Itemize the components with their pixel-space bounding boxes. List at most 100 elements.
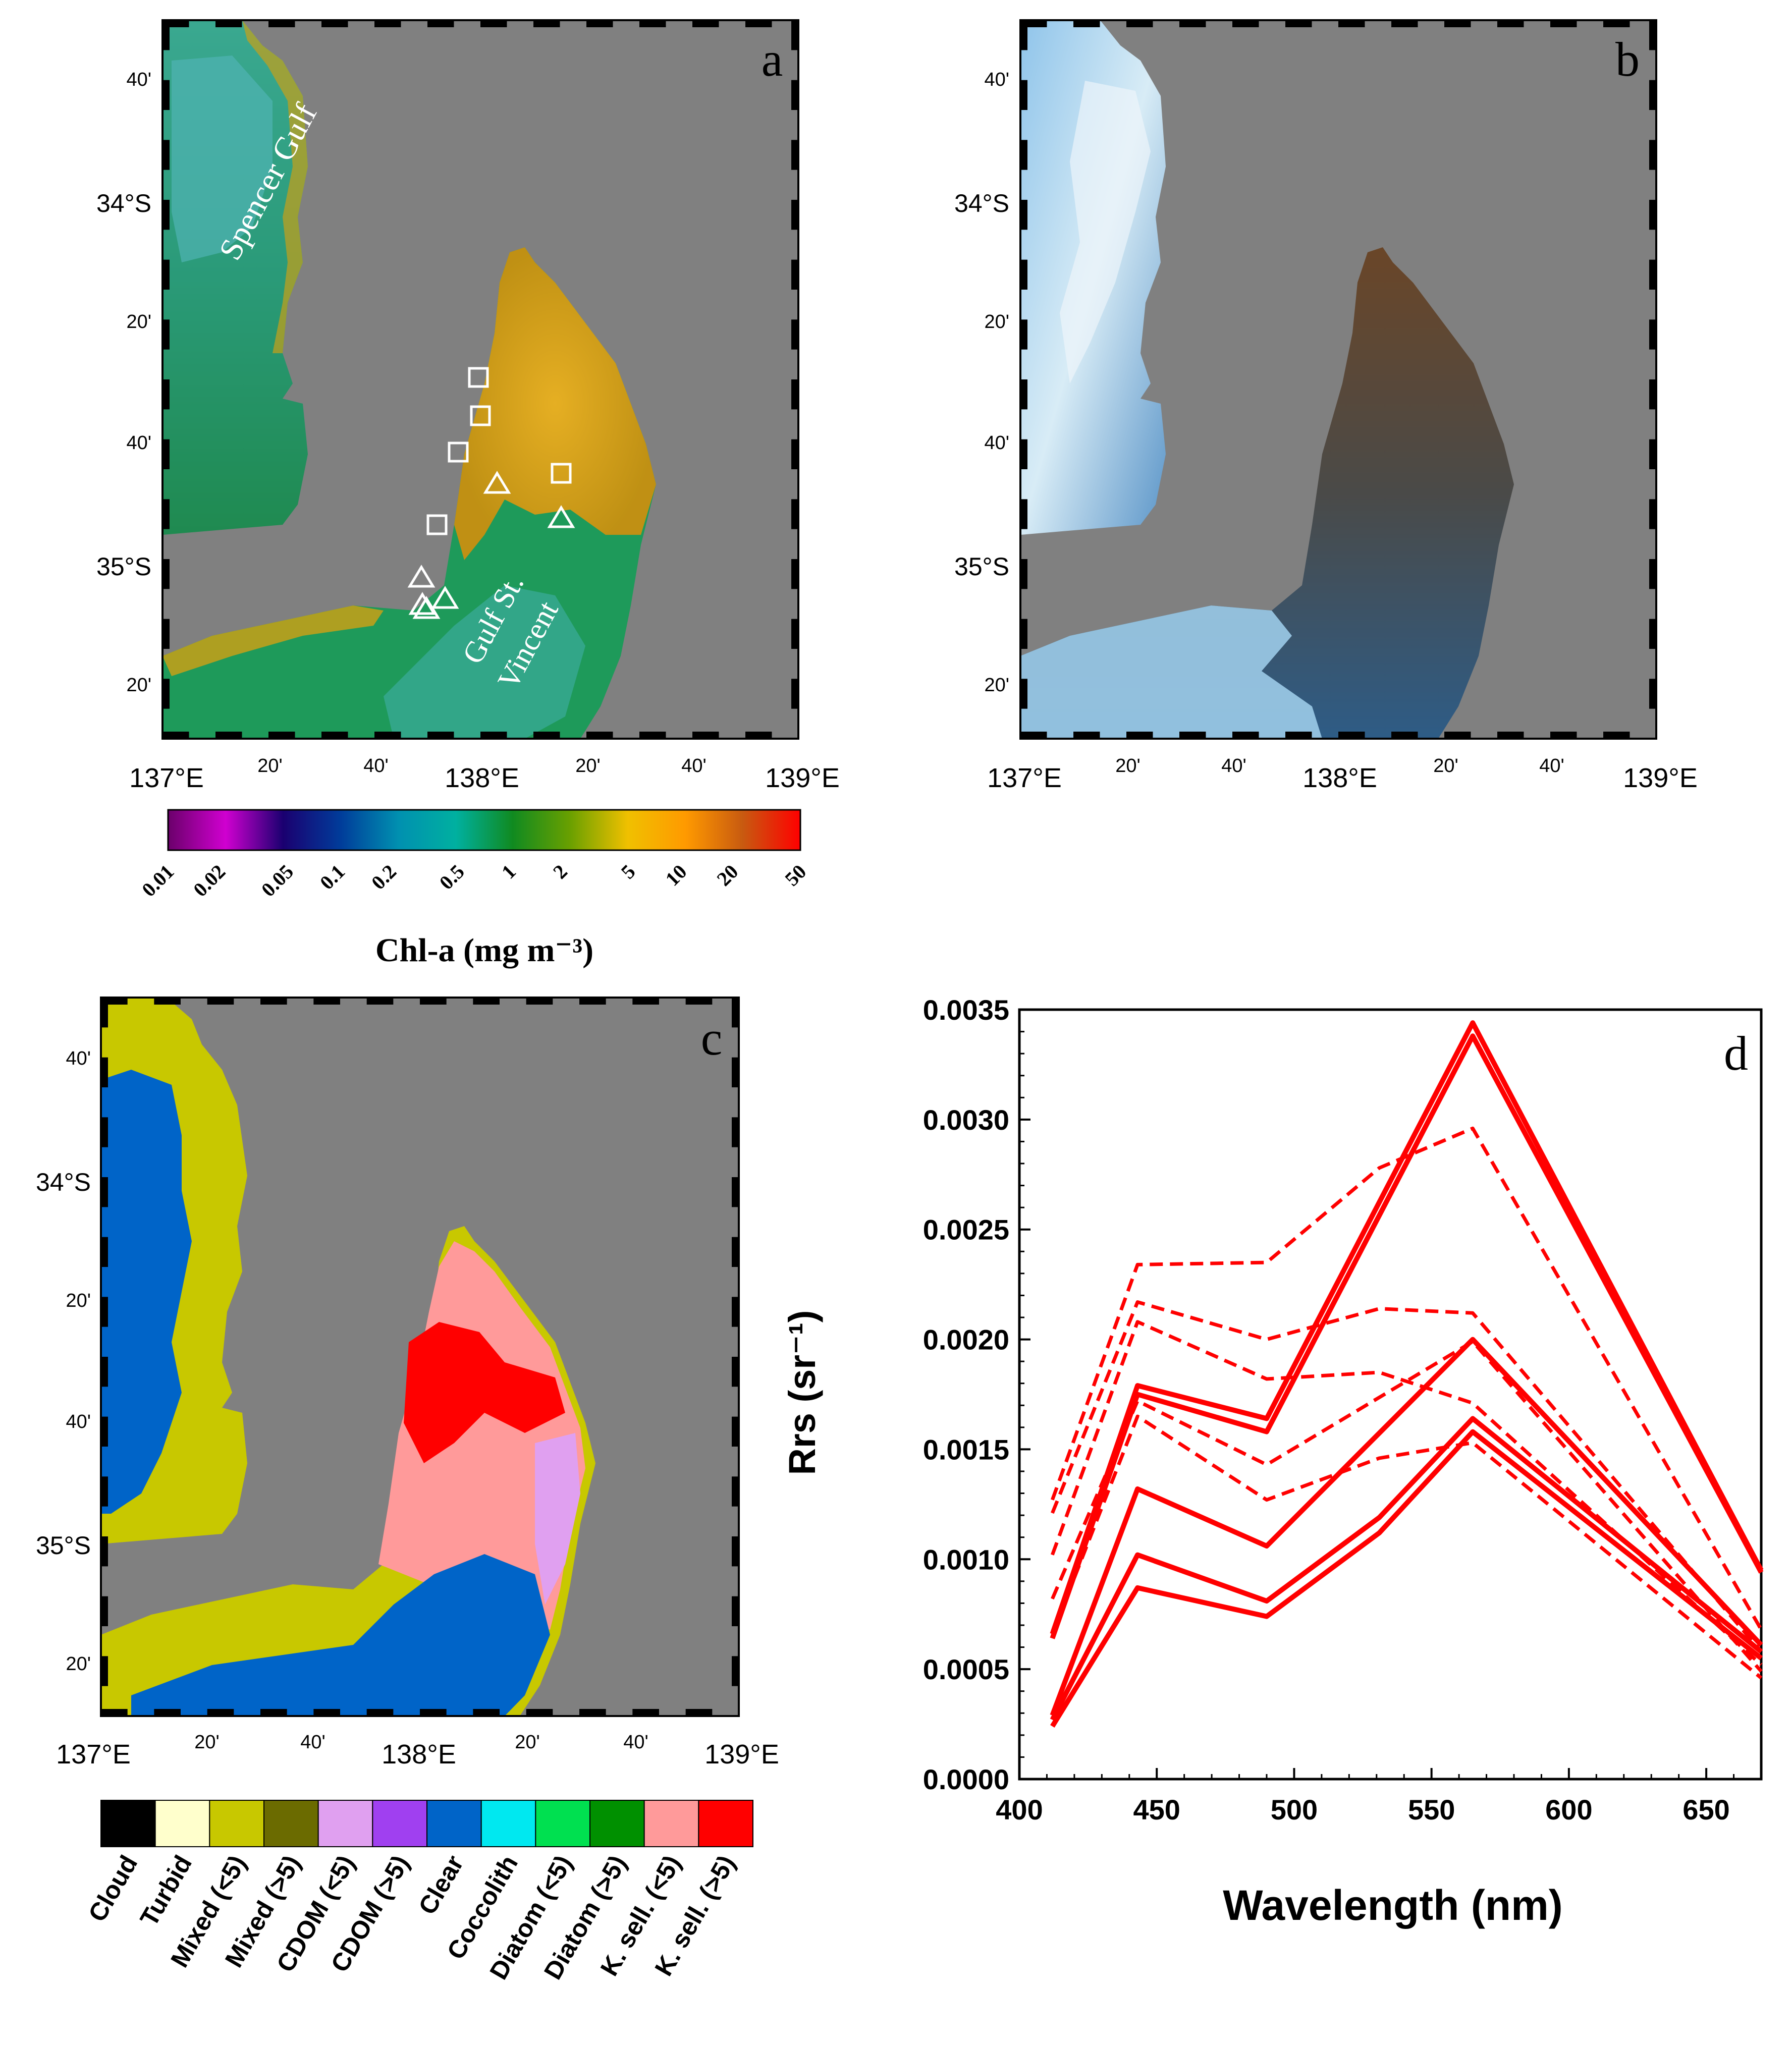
frame-tick <box>420 998 447 1005</box>
frame-tick <box>1020 499 1027 529</box>
frame-tick <box>745 732 772 739</box>
frame-tick <box>473 998 500 1005</box>
colorbar-tick-label: 10 <box>661 860 691 891</box>
frame-tick <box>162 439 170 469</box>
frame-tick <box>1285 20 1312 27</box>
frame-tick <box>1020 439 1027 469</box>
frame-tick <box>313 1709 340 1716</box>
station-triangle <box>547 505 575 528</box>
frame-tick <box>1020 259 1027 290</box>
frame-tick <box>162 20 170 50</box>
lon-tick-label: 138°E <box>1302 763 1377 793</box>
frame-tick <box>732 1416 739 1447</box>
vincent-central <box>384 585 585 739</box>
frame-tick <box>791 200 798 230</box>
lon-tick-label: 138°E <box>382 1739 456 1770</box>
frame-tick <box>374 20 401 27</box>
frame-tick <box>1126 20 1153 27</box>
frame-tick <box>162 679 170 709</box>
lat-tick-label: 40' <box>984 69 1009 90</box>
frame-tick <box>260 998 287 1005</box>
frame-tick <box>732 1476 739 1507</box>
series-line-dashed-3 <box>1051 1320 1763 1666</box>
legend-swatch <box>263 1800 319 1847</box>
lat-tick-label: 40' <box>66 1048 91 1069</box>
frame-tick <box>101 998 108 1028</box>
legend-swatch <box>426 1800 482 1847</box>
map-frame-ticks <box>101 998 739 1716</box>
frame-tick <box>586 732 613 739</box>
panel-label-c: c <box>701 1011 723 1065</box>
station-triangle <box>407 565 436 588</box>
colorbar-tick-label: 0.2 <box>367 860 401 894</box>
frame-tick <box>101 1476 108 1507</box>
colorbar-tick-label: 2 <box>549 860 572 883</box>
frame-tick <box>101 1709 128 1716</box>
vincent-kselH <box>404 1322 565 1463</box>
frame-tick <box>1020 20 1027 50</box>
frame-tick <box>1020 732 1047 739</box>
lon-tick-label: 40' <box>300 1732 325 1753</box>
strait-water <box>1020 605 1322 739</box>
frame-tick <box>101 1237 108 1267</box>
x-tick-label: 650 <box>1682 1794 1729 1826</box>
frame-tick <box>313 998 340 1005</box>
frame-tick <box>791 439 798 469</box>
lat-tick-label: 20' <box>126 311 151 333</box>
frame-tick <box>321 20 348 27</box>
series-line-solid-2 <box>1050 1033 1764 1639</box>
series-line-solid-3 <box>1050 1337 1763 1717</box>
frame-tick <box>1649 499 1656 529</box>
coastal-chl-band <box>162 605 384 676</box>
lat-tick-label: 40' <box>984 432 1009 454</box>
frame-tick <box>1649 140 1656 170</box>
frame-tick <box>101 1536 108 1567</box>
y-tick-label: 0.0025 <box>923 1214 1009 1246</box>
lat-axis-b: 40' 34°S 20' 40' 35°S 20' <box>954 69 1009 696</box>
spencer-central <box>172 56 273 262</box>
frame-tick <box>1179 732 1206 739</box>
panel-b-truecolor-map: b 40' 34°S 20' 40' 35°S 20' 137°E 20' 40… <box>954 19 1698 793</box>
legend-swatch <box>154 1800 210 1847</box>
frame-tick <box>1338 20 1365 27</box>
lat-tick-label: 20' <box>66 1653 91 1675</box>
map-frame-ticks <box>162 20 798 739</box>
y-tick-label: 0.0020 <box>923 1324 1009 1356</box>
frame-tick <box>101 1596 108 1626</box>
frame-tick <box>1649 319 1656 350</box>
frame-tick <box>732 1057 739 1087</box>
y-tick-label: 0.0010 <box>923 1543 1009 1575</box>
frame-tick <box>1285 732 1312 739</box>
vincent-cdom <box>535 1433 580 1605</box>
frame-tick <box>162 259 170 290</box>
lon-tick-label: 139°E <box>765 763 840 793</box>
frame-tick <box>1126 732 1153 739</box>
frame-tick <box>1020 619 1027 649</box>
frame-tick <box>1179 20 1206 27</box>
station-square <box>448 441 469 463</box>
lat-tick-label: 20' <box>126 675 151 696</box>
lat-tick-label: 20' <box>984 675 1009 696</box>
station-triangle <box>412 596 441 619</box>
series-line-solid-4 <box>1050 1416 1763 1721</box>
lon-tick-label: 40' <box>681 755 707 777</box>
frame-tick <box>692 20 719 27</box>
y-tick-label: 0.0000 <box>923 1763 1009 1795</box>
station-triangle <box>483 471 511 494</box>
frame-tick <box>1649 619 1656 649</box>
frame-tick <box>526 1709 553 1716</box>
legend-swatch <box>698 1800 754 1847</box>
frame-tick <box>1603 20 1630 27</box>
frame-tick <box>732 998 739 1028</box>
lat-tick-label: 35°S <box>954 552 1009 581</box>
frame-tick <box>1649 559 1656 589</box>
frame-tick <box>1649 200 1656 230</box>
frame-tick <box>791 20 798 50</box>
frame-tick <box>1550 20 1577 27</box>
frame-tick <box>579 1709 606 1716</box>
lon-tick-label: 137°E <box>987 763 1062 793</box>
frame-tick <box>732 1596 739 1626</box>
frame-tick <box>1232 20 1259 27</box>
station-square <box>551 463 572 484</box>
